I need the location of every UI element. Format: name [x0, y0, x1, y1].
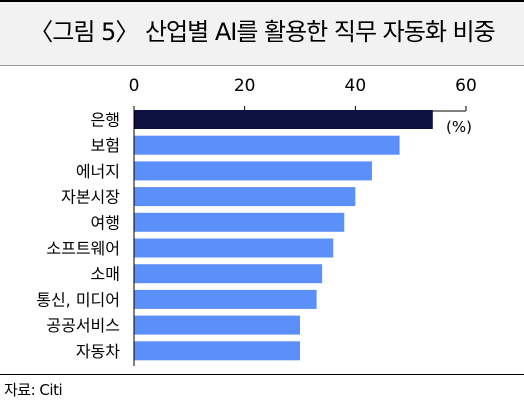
bar [134, 289, 317, 309]
bar [134, 238, 334, 258]
bar [134, 212, 345, 232]
category-label: 은행 [91, 111, 120, 130]
category-label: 자동차 [76, 342, 120, 361]
x-tick-label: 0 [129, 76, 140, 96]
x-tick-label: 20 [234, 76, 256, 96]
bar [134, 341, 300, 361]
category-label: 에너지 [76, 162, 120, 181]
x-tick-label: 60 [455, 76, 477, 96]
title-bar: 〈그림 5〉 산업별 AI를 활용한 직무 자동화 비중 [0, 0, 524, 66]
unit-label: (%) [446, 118, 472, 136]
footer-divider [0, 374, 524, 375]
category-label: 보험 [91, 136, 120, 155]
bar [134, 161, 372, 181]
category-label: 자본시장 [61, 188, 120, 207]
bar [134, 110, 433, 129]
chart-title: 〈그림 5〉 산업별 AI를 활용한 직무 자동화 비중 [29, 18, 495, 46]
bar [134, 315, 300, 335]
bar [134, 264, 323, 284]
category-label: 여행 [91, 213, 120, 232]
x-tick-label: 40 [345, 76, 367, 96]
category-label: 소매 [91, 265, 120, 284]
source-note: 자료: Citi [4, 381, 63, 399]
bar [134, 187, 356, 207]
category-label: 소프트웨어 [46, 239, 120, 258]
bar [134, 135, 400, 155]
category-label: 공공서비스 [46, 316, 120, 335]
category-label: 통신, 미디어 [36, 290, 120, 309]
